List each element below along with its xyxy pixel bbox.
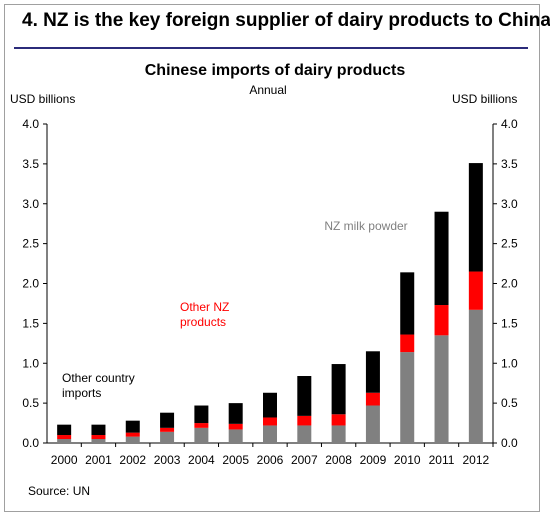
y-tick-label-right: 0.0 bbox=[501, 436, 518, 450]
x-tick-label-2011: 2011 bbox=[429, 453, 455, 467]
y-tick-label-left: 2.0 bbox=[22, 277, 39, 291]
x-tick-label-2005: 2005 bbox=[222, 453, 249, 467]
x-tick-label-2012: 2012 bbox=[462, 453, 489, 467]
y-tick-label-left: 3.0 bbox=[22, 197, 39, 211]
y-tick-label-left: 2.5 bbox=[22, 237, 39, 251]
y-tick-label-left: 0.0 bbox=[22, 436, 39, 450]
x-tick-label-2004: 2004 bbox=[188, 453, 215, 467]
x-tick-label-2010: 2010 bbox=[394, 453, 421, 467]
x-tick-label-2007: 2007 bbox=[291, 453, 318, 467]
annotation-line: imports bbox=[62, 386, 101, 400]
bar-other-nz-products-2011 bbox=[434, 305, 449, 336]
x-tick-label-2009: 2009 bbox=[360, 453, 387, 467]
bar-other-country-imports-2003 bbox=[160, 412, 175, 428]
bar-nz-milk-powder-2004 bbox=[194, 427, 209, 443]
bar-nz-milk-powder-2002 bbox=[125, 436, 140, 443]
y-tick-label-right: 1.5 bbox=[501, 316, 518, 330]
bar-other-nz-products-2004 bbox=[194, 423, 209, 428]
bar-other-nz-products-2003 bbox=[160, 427, 175, 432]
annotation-2: Other NZ products bbox=[180, 300, 229, 329]
bar-other-country-imports-2006 bbox=[263, 392, 277, 418]
bar-nz-milk-powder-2008 bbox=[331, 425, 346, 443]
annotation-line: products bbox=[180, 315, 226, 329]
x-tick-label-2006: 2006 bbox=[257, 453, 284, 467]
bar-other-nz-products-2002 bbox=[125, 432, 140, 437]
y-tick-label-right: 3.0 bbox=[501, 197, 518, 211]
source-note: Source: UN bbox=[28, 484, 91, 498]
bar-other-country-imports-2001 bbox=[91, 424, 106, 436]
bar-other-country-imports-2005 bbox=[228, 403, 243, 424]
y-tick-label-right: 2.5 bbox=[501, 237, 518, 251]
y-axis-label-left: USD billions bbox=[10, 92, 76, 106]
bar-nz-milk-powder-2005 bbox=[228, 429, 243, 443]
bar-other-country-imports-2000 bbox=[57, 424, 72, 436]
bar-other-nz-products-2008 bbox=[331, 414, 346, 426]
y-tick-label-left: 1.5 bbox=[22, 316, 39, 330]
y-axis-label-right: USD billions bbox=[452, 92, 518, 106]
bar-other-country-imports-2009 bbox=[365, 351, 380, 393]
bar-nz-milk-powder-2011 bbox=[434, 335, 449, 443]
chart-subtitle: Annual bbox=[249, 83, 287, 97]
bar-other-nz-products-2009 bbox=[365, 392, 380, 406]
bar-other-country-imports-2011 bbox=[434, 211, 449, 306]
x-tick-label-2003: 2003 bbox=[154, 453, 181, 467]
annotation-line: Other country bbox=[62, 371, 135, 385]
x-tick-label-2008: 2008 bbox=[325, 453, 352, 467]
bar-nz-milk-powder-2007 bbox=[297, 425, 312, 443]
bar-other-nz-products-2006 bbox=[263, 417, 277, 426]
chart-title: Chinese imports of dairy products bbox=[144, 62, 406, 79]
bar-other-country-imports-2012 bbox=[468, 163, 483, 272]
bar-nz-milk-powder-2006 bbox=[263, 425, 277, 443]
y-tick-label-left: 0.5 bbox=[22, 396, 39, 410]
annotation-3: Other country imports bbox=[62, 371, 135, 400]
bar-nz-milk-powder-2010 bbox=[400, 352, 415, 443]
bar-nz-milk-powder-2000 bbox=[57, 439, 72, 443]
y-tick-label-right: 2.0 bbox=[501, 277, 518, 291]
bar-nz-milk-powder-2003 bbox=[160, 431, 175, 443]
x-tick-label-2000: 2000 bbox=[51, 453, 78, 467]
bar-other-country-imports-2008 bbox=[331, 364, 346, 415]
y-tick-label-right: 4.0 bbox=[501, 117, 518, 131]
y-tick-label-left: 3.5 bbox=[22, 157, 39, 171]
y-tick-label-right: 3.5 bbox=[501, 157, 518, 171]
figure-heading: 4. NZ is the key foreign supplier of dai… bbox=[22, 10, 550, 31]
y-tick-label-right: 0.5 bbox=[501, 396, 518, 410]
bar-nz-milk-powder-2009 bbox=[365, 405, 380, 443]
y-tick-label-left: 1.0 bbox=[22, 356, 39, 370]
x-tick-label-2002: 2002 bbox=[119, 453, 146, 467]
bar-other-nz-products-2001 bbox=[91, 435, 106, 440]
bar-nz-milk-powder-2001 bbox=[91, 439, 106, 443]
bar-other-nz-products-2012 bbox=[468, 271, 483, 310]
bar-other-nz-products-2005 bbox=[228, 423, 243, 430]
x-tick-label-2001: 2001 bbox=[85, 453, 112, 467]
y-tick-label-right: 1.0 bbox=[501, 356, 518, 370]
annotation-line: Other NZ bbox=[180, 300, 229, 314]
heading-rule bbox=[14, 47, 528, 49]
annotation-1: NZ milk powder bbox=[324, 219, 407, 233]
bar-other-country-imports-2004 bbox=[194, 405, 209, 424]
y-tick-label-left: 4.0 bbox=[22, 117, 39, 131]
bar-other-country-imports-2010 bbox=[400, 272, 415, 335]
bar-other-country-imports-2002 bbox=[125, 420, 140, 433]
bar-other-country-imports-2007 bbox=[297, 376, 312, 416]
bar-other-nz-products-2007 bbox=[297, 415, 312, 426]
bar-other-nz-products-2000 bbox=[57, 435, 72, 440]
annotation-line: NZ milk powder bbox=[324, 219, 407, 233]
bar-nz-milk-powder-2012 bbox=[468, 309, 483, 443]
bar-other-nz-products-2010 bbox=[400, 334, 415, 353]
